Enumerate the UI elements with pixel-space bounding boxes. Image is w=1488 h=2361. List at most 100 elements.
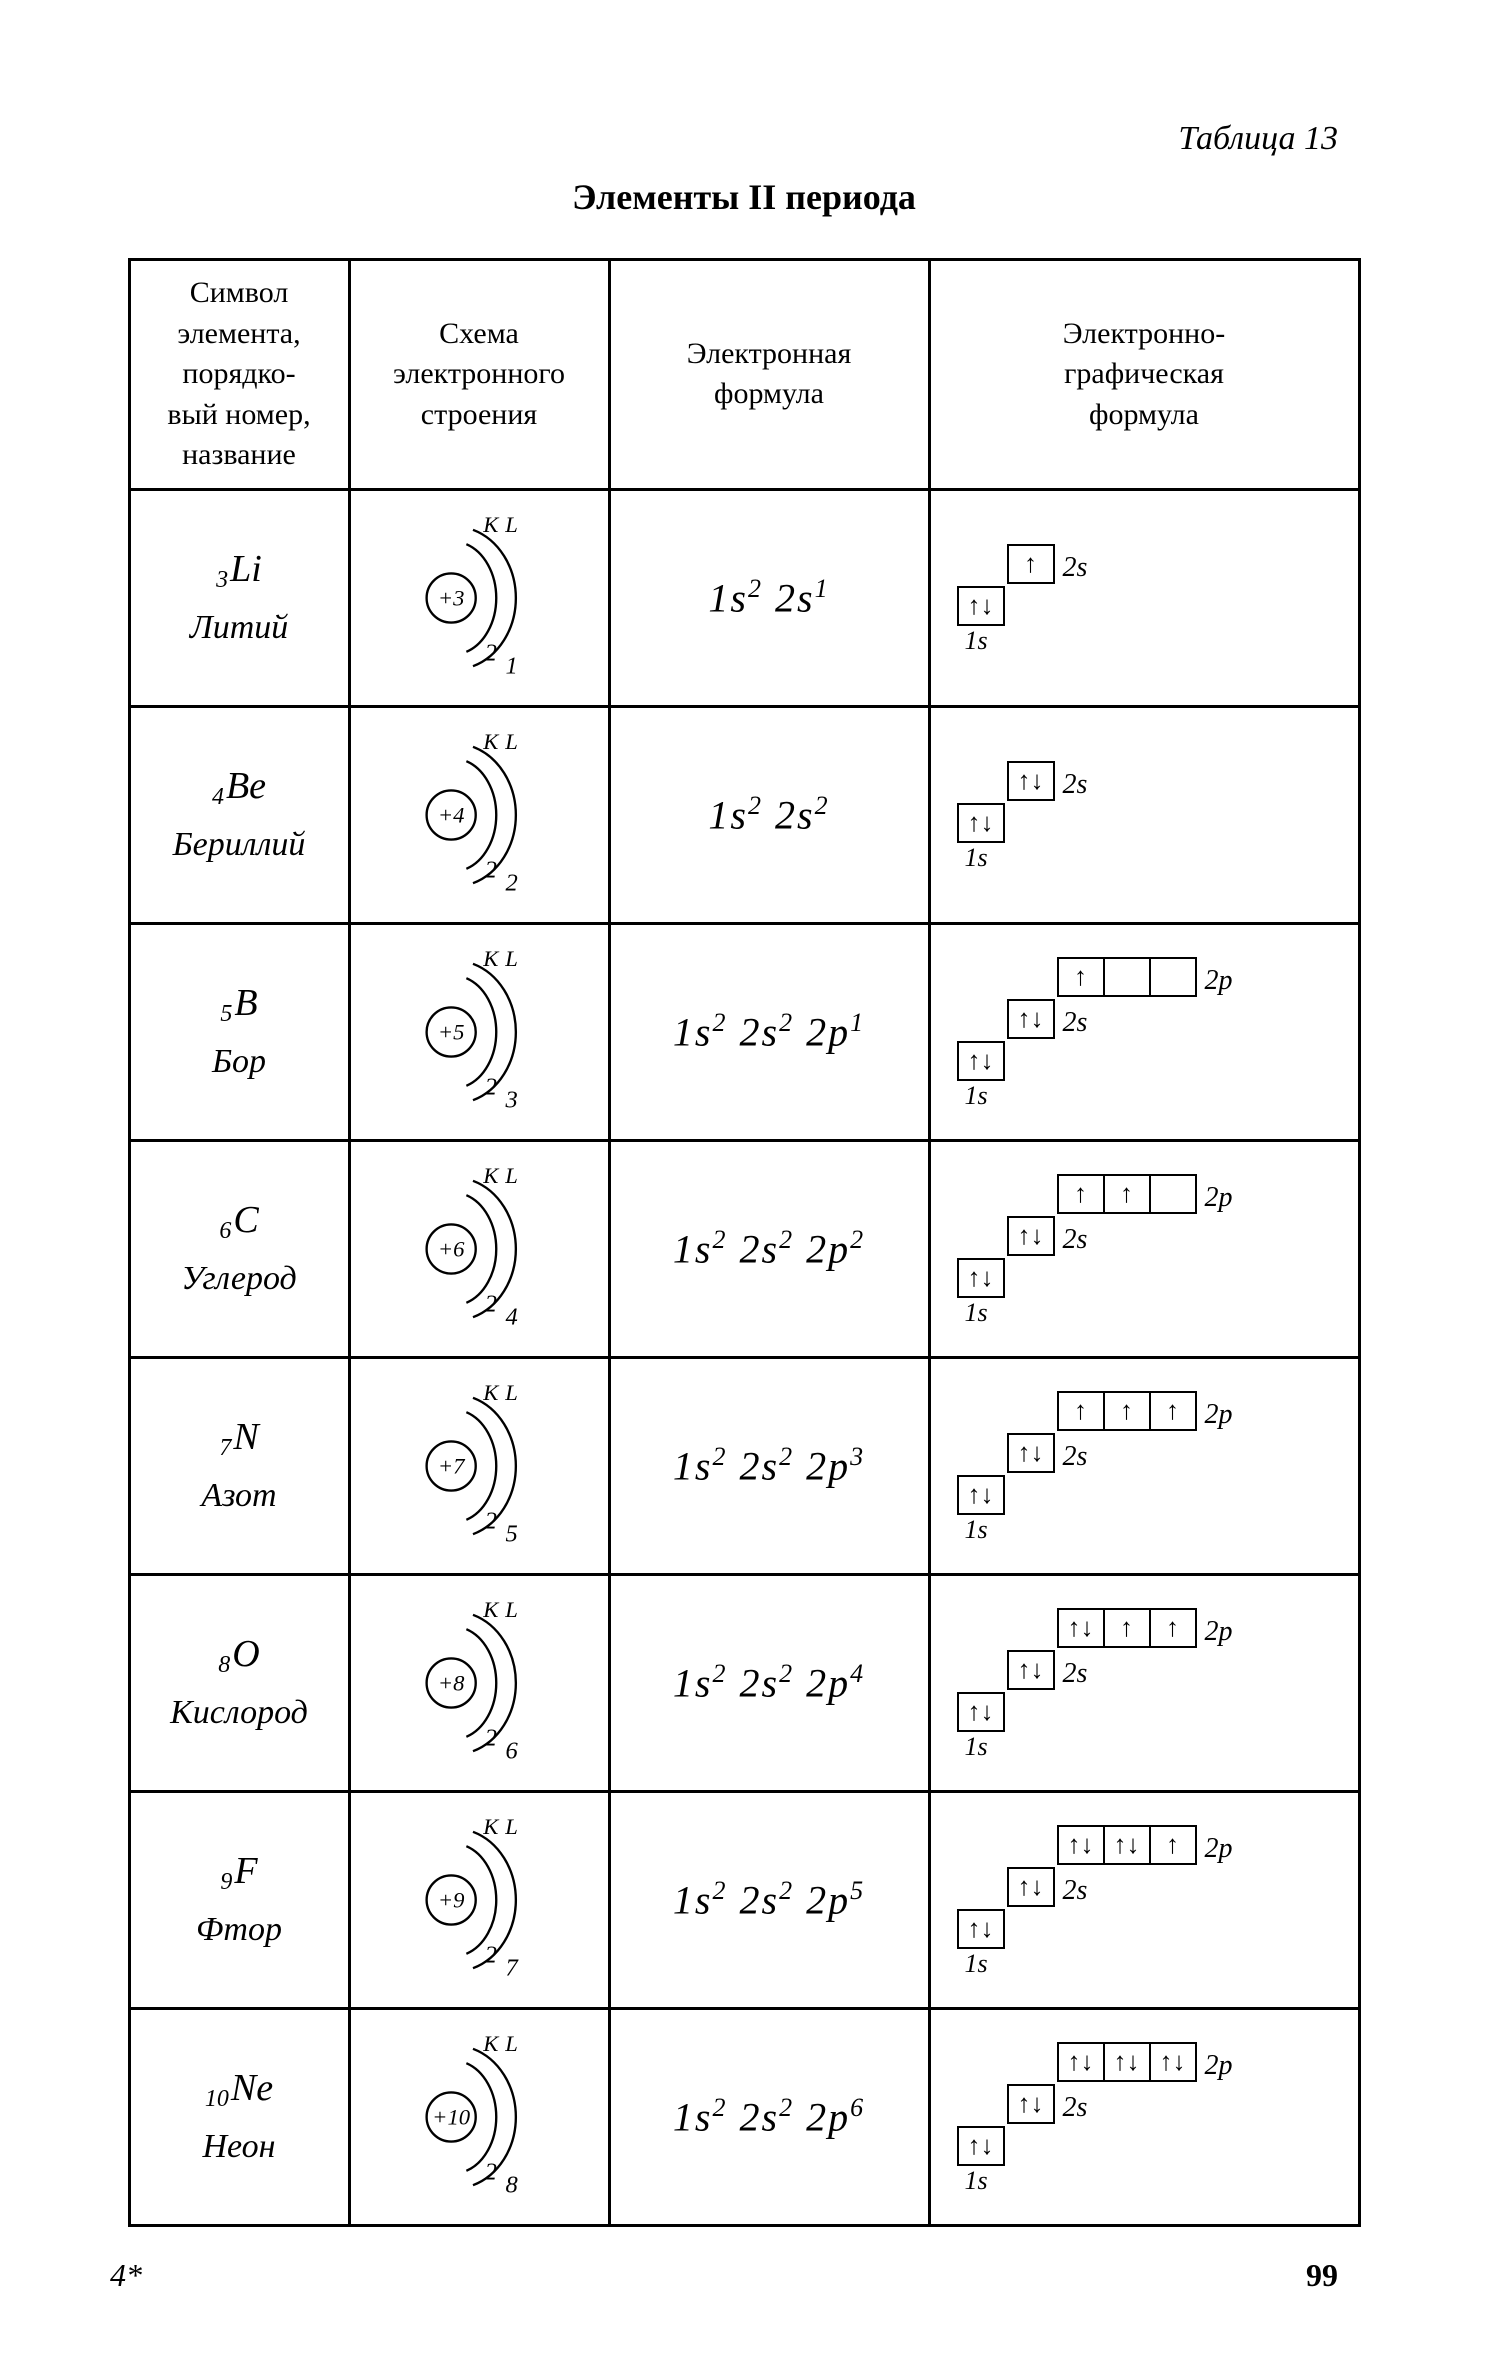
- orbital-diagram-cell: ↑↓1s↑↓2s↑2p: [929, 923, 1359, 1140]
- orbital-box: ↑↓: [1057, 2042, 1105, 2082]
- table-header-row: Символэлемента,порядко-вый номер,названи…: [129, 260, 1359, 490]
- orbital-label: 2p: [1205, 1616, 1233, 1648]
- svg-text:L: L: [504, 2032, 518, 2056]
- orbital-box: ↑↓: [957, 1041, 1005, 1081]
- orbital-box: ↑↓: [957, 586, 1005, 626]
- svg-text:2: 2: [484, 1941, 496, 1968]
- orbital-label: 1s: [965, 1732, 988, 1762]
- orbital-box: ↑↓: [957, 803, 1005, 843]
- orbital-box: ↑↓: [1007, 1867, 1055, 1907]
- svg-text:8: 8: [505, 2171, 517, 2198]
- orbital-box: ↑↓: [957, 1692, 1005, 1732]
- svg-text:2: 2: [484, 1073, 496, 1100]
- table-row: 5BБор K L +5 2 3 1s2 2s2 2p1↑↓1s↑↓2s↑2p: [129, 923, 1359, 1140]
- svg-text:7: 7: [505, 1954, 519, 1981]
- svg-text:2: 2: [484, 1290, 496, 1317]
- svg-text:2: 2: [484, 856, 496, 883]
- orbital-label: 2s: [1063, 1441, 1088, 1473]
- svg-text:1: 1: [505, 652, 517, 679]
- electron-formula-cell: 1s2 2s2 2p5: [609, 1791, 929, 2008]
- orbital-box: ↑: [1057, 1391, 1105, 1431]
- orbital-label: 2p: [1205, 2050, 1233, 2082]
- orbital-box: ↑: [1105, 1391, 1151, 1431]
- orbital-label: 2s: [1063, 1007, 1088, 1039]
- orbital-label: 2s: [1063, 769, 1088, 801]
- svg-text:L: L: [504, 730, 518, 754]
- orbital-box: ↑: [1057, 957, 1105, 997]
- electron-formula-cell: 1s2 2s2 2p1: [609, 923, 929, 1140]
- elements-table: Символэлемента,порядко-вый номер,названи…: [128, 258, 1361, 2227]
- orbital-box: ↑↓: [1057, 1825, 1105, 1865]
- orbital-box: ↑↓: [1007, 1216, 1055, 1256]
- orbital-label: 2s: [1063, 1224, 1088, 1256]
- orbital-label: 1s: [965, 2166, 988, 2196]
- orbital-box: [1105, 957, 1151, 997]
- orbital-box: ↑↓: [1007, 2084, 1055, 2124]
- element-symbol-cell: 8OКислород: [129, 1574, 349, 1791]
- page-title: Элементы II периода: [90, 176, 1398, 218]
- orbital-label: 2p: [1205, 965, 1233, 997]
- table-row: 3LiЛитий K L +3 2 1 1s2 2s1↑↓1s↑2s: [129, 489, 1359, 706]
- electron-formula-cell: 1s2 2s2 2p2: [609, 1140, 929, 1357]
- svg-text:L: L: [504, 947, 518, 971]
- electron-scheme-cell: K L +6 2 4: [349, 1140, 609, 1357]
- table-row: 6CУглерод K L +6 2 4 1s2 2s2 2p2↑↓1s↑↓2s…: [129, 1140, 1359, 1357]
- element-symbol-cell: 4BeБериллий: [129, 706, 349, 923]
- orbital-label: 1s: [965, 843, 988, 873]
- orbital-diagram-cell: ↑↓1s↑↓2s↑↓↑↑2p: [929, 1574, 1359, 1791]
- orbital-box: ↑↓: [1151, 2042, 1197, 2082]
- orbital-box: ↑: [1007, 544, 1055, 584]
- footer-signature: 4*: [110, 2257, 142, 2294]
- orbital-label: 1s: [965, 1949, 988, 1979]
- table-row: 10NeНеон K L +10 2 8 1s2 2s2 2p6↑↓1s↑↓2s…: [129, 2008, 1359, 2225]
- orbital-label: 2s: [1063, 552, 1088, 584]
- element-symbol-cell: 10NeНеон: [129, 2008, 349, 2225]
- table-row: 7NАзот K L +7 2 5 1s2 2s2 2p3↑↓1s↑↓2s↑↑↑…: [129, 1357, 1359, 1574]
- svg-text:6: 6: [505, 1737, 518, 1764]
- orbital-box: ↑↓: [1057, 1608, 1105, 1648]
- table-number-label: Таблица 13: [90, 120, 1338, 158]
- orbital-label: 2s: [1063, 1658, 1088, 1690]
- orbital-label: 1s: [965, 1298, 988, 1328]
- orbital-box: ↑↓: [1105, 1825, 1151, 1865]
- svg-text:+5: +5: [437, 1019, 464, 1044]
- footer-page-number: 99: [1306, 2257, 1338, 2294]
- svg-text:+7: +7: [437, 1453, 465, 1478]
- svg-text:K: K: [482, 1381, 500, 1405]
- svg-text:+10: +10: [432, 2104, 471, 2129]
- svg-text:L: L: [504, 513, 518, 537]
- svg-text:K: K: [482, 513, 500, 537]
- electron-scheme-cell: K L +9 2 7: [349, 1791, 609, 2008]
- svg-text:+9: +9: [437, 1887, 464, 1912]
- electron-scheme-cell: K L +10 2 8: [349, 2008, 609, 2225]
- orbital-box: ↑: [1057, 1174, 1105, 1214]
- table-row: 4BeБериллий K L +4 2 2 1s2 2s2↑↓1s↑↓2s: [129, 706, 1359, 923]
- svg-text:+6: +6: [437, 1236, 464, 1261]
- orbital-diagram-cell: ↑↓1s↑↓2s↑↓↑↓↑↓2p: [929, 2008, 1359, 2225]
- table-row: 9FФтор K L +9 2 7 1s2 2s2 2p5↑↓1s↑↓2s↑↓↑…: [129, 1791, 1359, 2008]
- header-col4: Электронно-графическаяформула: [929, 260, 1359, 490]
- svg-text:+8: +8: [437, 1670, 464, 1695]
- svg-text:4: 4: [505, 1303, 517, 1330]
- electron-formula-cell: 1s2 2s2 2p4: [609, 1574, 929, 1791]
- orbital-box: ↑↓: [1007, 761, 1055, 801]
- svg-text:K: K: [482, 947, 500, 971]
- svg-text:2: 2: [484, 639, 496, 666]
- orbital-label: 2p: [1205, 1182, 1233, 1214]
- element-symbol-cell: 9FФтор: [129, 1791, 349, 2008]
- svg-text:K: K: [482, 2032, 500, 2056]
- orbital-label: 2s: [1063, 1875, 1088, 1907]
- svg-text:3: 3: [504, 1086, 517, 1113]
- orbital-label: 1s: [965, 1081, 988, 1111]
- orbital-box: ↑: [1105, 1608, 1151, 1648]
- svg-text:L: L: [504, 1381, 518, 1405]
- svg-text:2: 2: [484, 1724, 496, 1751]
- orbital-label: 2p: [1205, 1833, 1233, 1865]
- orbital-box: [1151, 957, 1197, 997]
- orbital-box: [1151, 1174, 1197, 1214]
- element-symbol-cell: 6CУглерод: [129, 1140, 349, 1357]
- orbital-diagram-cell: ↑↓1s↑↓2s: [929, 706, 1359, 923]
- page-footer: 4* 99: [110, 2257, 1338, 2294]
- electron-scheme-cell: K L +7 2 5: [349, 1357, 609, 1574]
- orbital-box: ↑↓: [957, 1475, 1005, 1515]
